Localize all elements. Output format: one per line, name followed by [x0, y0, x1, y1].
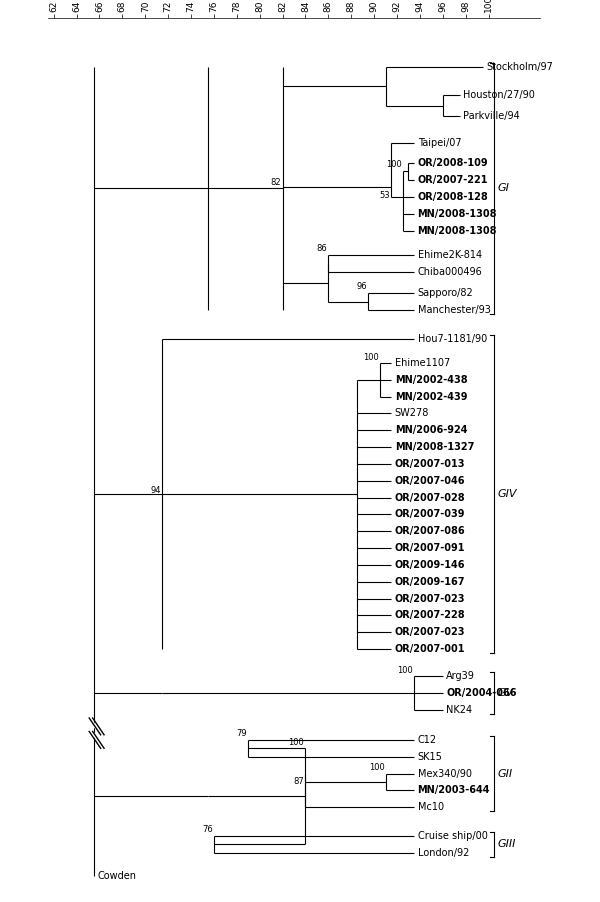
Text: 76: 76 — [202, 825, 213, 834]
Text: 53: 53 — [379, 190, 390, 199]
Text: OR/2007-028: OR/2007-028 — [395, 492, 466, 502]
Text: GII: GII — [497, 769, 512, 778]
Text: 96: 96 — [356, 282, 367, 291]
Text: OR/2007-013: OR/2007-013 — [395, 459, 465, 469]
Text: MN/2008-1308: MN/2008-1308 — [418, 209, 497, 219]
Text: OR/2007-046: OR/2007-046 — [395, 475, 465, 486]
Text: OR/2007-001: OR/2007-001 — [395, 644, 465, 654]
Text: OR/2007-039: OR/2007-039 — [395, 510, 465, 520]
Text: London/92: London/92 — [418, 848, 469, 858]
Text: Cowden: Cowden — [97, 871, 136, 881]
Text: Taipei/07: Taipei/07 — [418, 137, 461, 148]
Text: Houston/27/90: Houston/27/90 — [463, 90, 535, 100]
Text: OR/2007-091: OR/2007-091 — [395, 543, 465, 553]
Text: 100: 100 — [397, 666, 413, 675]
Text: OR/2007-023: OR/2007-023 — [395, 627, 465, 637]
Text: GI: GI — [497, 183, 509, 193]
Text: 94: 94 — [151, 485, 161, 494]
Text: Stockholm/97: Stockholm/97 — [486, 62, 553, 72]
Text: Ehime1107: Ehime1107 — [395, 358, 450, 368]
Text: SK15: SK15 — [418, 751, 442, 761]
Text: Parkville/94: Parkville/94 — [463, 111, 520, 121]
Text: 100: 100 — [386, 160, 401, 169]
Text: 100: 100 — [289, 738, 304, 747]
Text: MN/2003-644: MN/2003-644 — [418, 786, 490, 796]
Text: MN/2008-1327: MN/2008-1327 — [395, 442, 474, 452]
Text: 100: 100 — [363, 353, 379, 362]
Text: Ehime2K-814: Ehime2K-814 — [418, 250, 482, 261]
Text: SW278: SW278 — [395, 409, 429, 419]
Text: 79: 79 — [236, 730, 247, 739]
Text: 82: 82 — [271, 178, 281, 187]
Text: OR/2009-167: OR/2009-167 — [395, 576, 465, 586]
Text: OR/2007-086: OR/2007-086 — [395, 526, 466, 536]
Text: Cruise ship/00: Cruise ship/00 — [418, 831, 487, 841]
Text: MN/2002-438: MN/2002-438 — [395, 375, 467, 385]
Text: OR/2007-228: OR/2007-228 — [395, 611, 466, 621]
Text: Chiba000496: Chiba000496 — [418, 267, 482, 277]
Text: OR/2007-221: OR/2007-221 — [418, 175, 488, 185]
Text: MN/2006-924: MN/2006-924 — [395, 425, 467, 436]
Text: 100: 100 — [368, 763, 385, 772]
Text: Sapporo/82: Sapporo/82 — [418, 288, 473, 299]
Text: Manchester/93: Manchester/93 — [418, 305, 490, 315]
Text: GIII: GIII — [497, 839, 515, 849]
Text: Mc10: Mc10 — [418, 802, 443, 812]
Text: OR/2009-146: OR/2009-146 — [395, 560, 465, 570]
Text: Hou7-1181/90: Hou7-1181/90 — [418, 335, 487, 345]
Text: 87: 87 — [293, 778, 304, 787]
Text: C12: C12 — [418, 735, 437, 745]
Text: Mex340/90: Mex340/90 — [418, 769, 472, 778]
Text: GIV: GIV — [497, 489, 517, 499]
Text: OR/2004-066: OR/2004-066 — [446, 687, 517, 698]
Text: OR/2008-109: OR/2008-109 — [418, 158, 488, 168]
Text: Arg39: Arg39 — [446, 671, 475, 681]
Text: MN/2008-1308: MN/2008-1308 — [418, 226, 497, 236]
Text: 86: 86 — [316, 244, 327, 253]
Text: MN/2002-439: MN/2002-439 — [395, 391, 467, 401]
Text: NK24: NK24 — [446, 704, 472, 714]
Text: OR/2007-023: OR/2007-023 — [395, 594, 465, 603]
Text: GV: GV — [497, 687, 514, 698]
Text: OR/2008-128: OR/2008-128 — [418, 192, 488, 202]
